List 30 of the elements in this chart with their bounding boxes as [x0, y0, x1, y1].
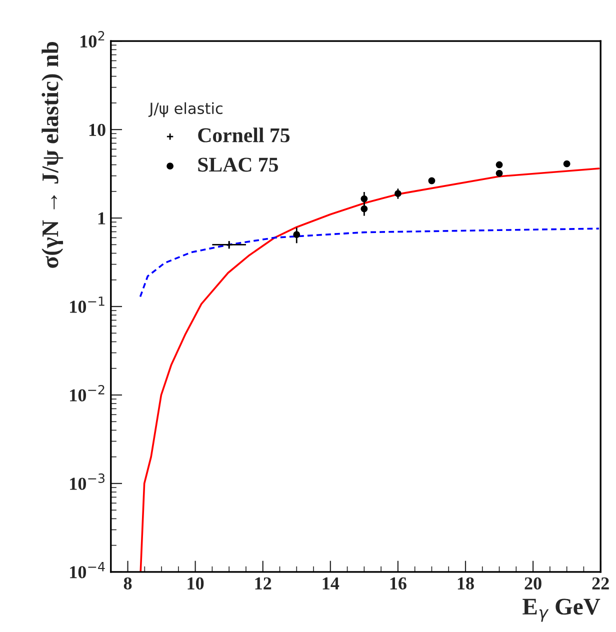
point [394, 190, 402, 198]
point [360, 195, 368, 202]
legend-title: J/ψ elastic [148, 102, 222, 118]
legend-label: SLAC 75 [198, 158, 278, 172]
x-tick-label: 8 [124, 577, 132, 590]
point [225, 240, 233, 248]
point [496, 170, 503, 177]
y-axis-title: σ(γN → J/ψ elastic) nb [42, 42, 64, 268]
point [496, 161, 503, 168]
y-tick-label: 1 [98, 212, 106, 224]
x-tick-label: 18 [458, 577, 474, 590]
point [428, 177, 436, 184]
y-tick-label: 10$^{−3}$ [70, 473, 104, 490]
y-tick-label: 10$^{2}$ [80, 31, 104, 48]
x-tick-label: 22 [592, 577, 609, 590]
x-tick-label: 10 [188, 577, 204, 590]
x-tick-label: 16 [390, 577, 406, 590]
line-series [139, 228, 600, 298]
y-tick-label: 10$^{−2}$ [70, 384, 104, 402]
y-tick-label: 10$^{−1}$ [70, 296, 104, 313]
y-tick-label: 10$^{−4}$ [70, 562, 105, 578]
x-tick-label: 20 [524, 577, 542, 590]
y-tick-label: 10 [89, 124, 106, 136]
x-axis-title: E$_{γ}$ GeV [522, 598, 600, 622]
point [293, 231, 300, 238]
x-tick-label: 12 [255, 577, 272, 590]
point [563, 160, 570, 168]
x-tick-label: 14 [322, 577, 340, 590]
legend-label: Cornell 75 [198, 128, 290, 142]
point [360, 205, 368, 212]
